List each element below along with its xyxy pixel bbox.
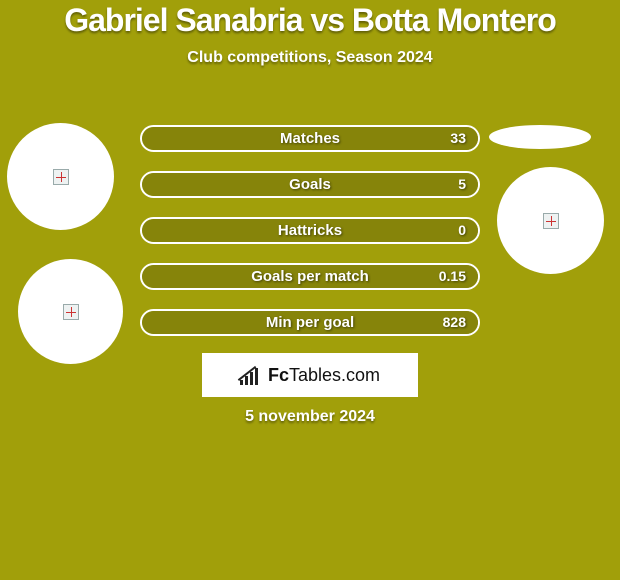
bar-chart-icon: [240, 365, 262, 385]
page-title: Gabriel Sanabria vs Botta Montero: [0, 0, 620, 39]
stat-label: Matches: [142, 127, 478, 150]
broken-image-icon: [543, 213, 559, 229]
stat-value: 33: [450, 127, 466, 150]
subtitle: Club competitions, Season 2024: [0, 49, 620, 67]
stat-row: Goals per match0.15: [140, 263, 480, 290]
stat-row: Matches33: [140, 125, 480, 152]
stat-value: 828: [443, 311, 466, 334]
decorative-oval: [489, 125, 591, 149]
player-avatar-left-bottom: [18, 259, 123, 364]
source-logo: FcTables.com: [202, 353, 418, 397]
stat-row: Hattricks0: [140, 217, 480, 244]
stat-value: 0.15: [439, 265, 466, 288]
broken-image-icon: [53, 169, 69, 185]
player-avatar-right: [497, 167, 604, 274]
logo-text: FcTables.com: [268, 365, 380, 386]
broken-image-icon: [63, 304, 79, 320]
stat-label: Goals: [142, 173, 478, 196]
stat-value: 0: [458, 219, 466, 242]
stat-value: 5: [458, 173, 466, 196]
stat-label: Min per goal: [142, 311, 478, 334]
stat-row: Goals5: [140, 171, 480, 198]
stat-label: Hattricks: [142, 219, 478, 242]
player-avatar-left-top: [7, 123, 114, 230]
stat-row: Min per goal828: [140, 309, 480, 336]
stats-panel: Matches33 Goals5 Hattricks0 Goals per match…: [140, 125, 480, 355]
date-label: 5 november 2024: [0, 408, 620, 426]
stat-label: Goals per match: [142, 265, 478, 288]
